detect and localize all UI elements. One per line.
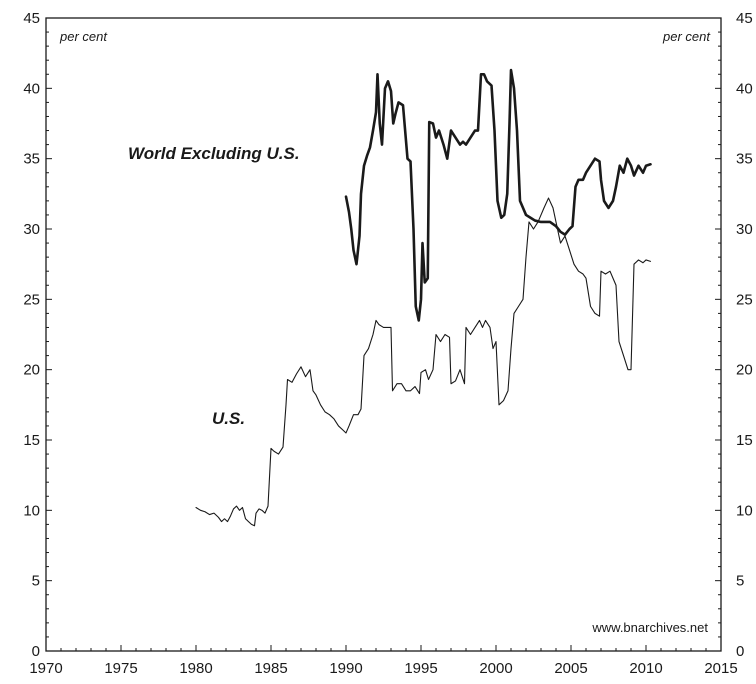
series-label-us: U.S. xyxy=(212,409,245,428)
y-tick-label-left: 40 xyxy=(23,80,40,97)
y-tick-label-right: 0 xyxy=(736,643,744,660)
x-tick-label: 1975 xyxy=(104,660,137,677)
x-tick-label: 1970 xyxy=(29,660,62,677)
y-tick-label-left: 5 xyxy=(32,573,40,590)
x-tick-label: 2005 xyxy=(554,660,587,677)
left-unit-label: per cent xyxy=(59,29,108,44)
y-tick-label-left: 0 xyxy=(32,643,40,660)
y-tick-label-right: 45 xyxy=(736,10,753,27)
axes: 0 0 5 5 10 10 15 15 20 20 25 25 30 30 35 35 40 40 45 45 1970… xyxy=(23,10,752,677)
series-line-world-excluding-us xyxy=(344,68,652,322)
series-line-us xyxy=(195,197,652,527)
x-tick-label: 1990 xyxy=(329,660,362,677)
series-label-world: World Excluding U.S. xyxy=(128,144,300,163)
series-layer xyxy=(195,68,652,527)
y-tick-label-right: 25 xyxy=(736,291,753,308)
source-label: www.bnarchives.net xyxy=(591,620,708,635)
y-tick-label-right: 40 xyxy=(736,80,753,97)
y-tick-label-right: 10 xyxy=(736,502,753,519)
y-tick-label-left: 25 xyxy=(23,291,40,308)
x-tick-label: 1980 xyxy=(179,660,212,677)
x-tick-label: 2000 xyxy=(479,660,512,677)
y-tick-label-left: 45 xyxy=(23,10,40,27)
x-tick-label: 2015 xyxy=(704,660,737,677)
x-tick-label: 2010 xyxy=(629,660,662,677)
y-tick-label-right: 20 xyxy=(736,362,753,379)
y-tick-label-right: 35 xyxy=(736,151,753,168)
y-tick-label-left: 30 xyxy=(23,221,40,238)
y-tick-label-left: 15 xyxy=(23,432,40,449)
y-tick-label-right: 15 xyxy=(736,432,753,449)
y-tick-label-right: 5 xyxy=(736,573,744,590)
plot-frame xyxy=(45,17,722,652)
y-tick-label-right: 30 xyxy=(736,221,753,238)
right-unit-label: per cent xyxy=(662,29,711,44)
x-tick-label: 1985 xyxy=(254,660,287,677)
x-tick-label: 1995 xyxy=(404,660,437,677)
y-tick-label-left: 35 xyxy=(23,151,40,168)
y-tick-label-left: 20 xyxy=(23,362,40,379)
labels-layer: per cent per cent World Excluding U.S. U… xyxy=(59,29,711,635)
y-tick-label-left: 10 xyxy=(23,502,40,519)
